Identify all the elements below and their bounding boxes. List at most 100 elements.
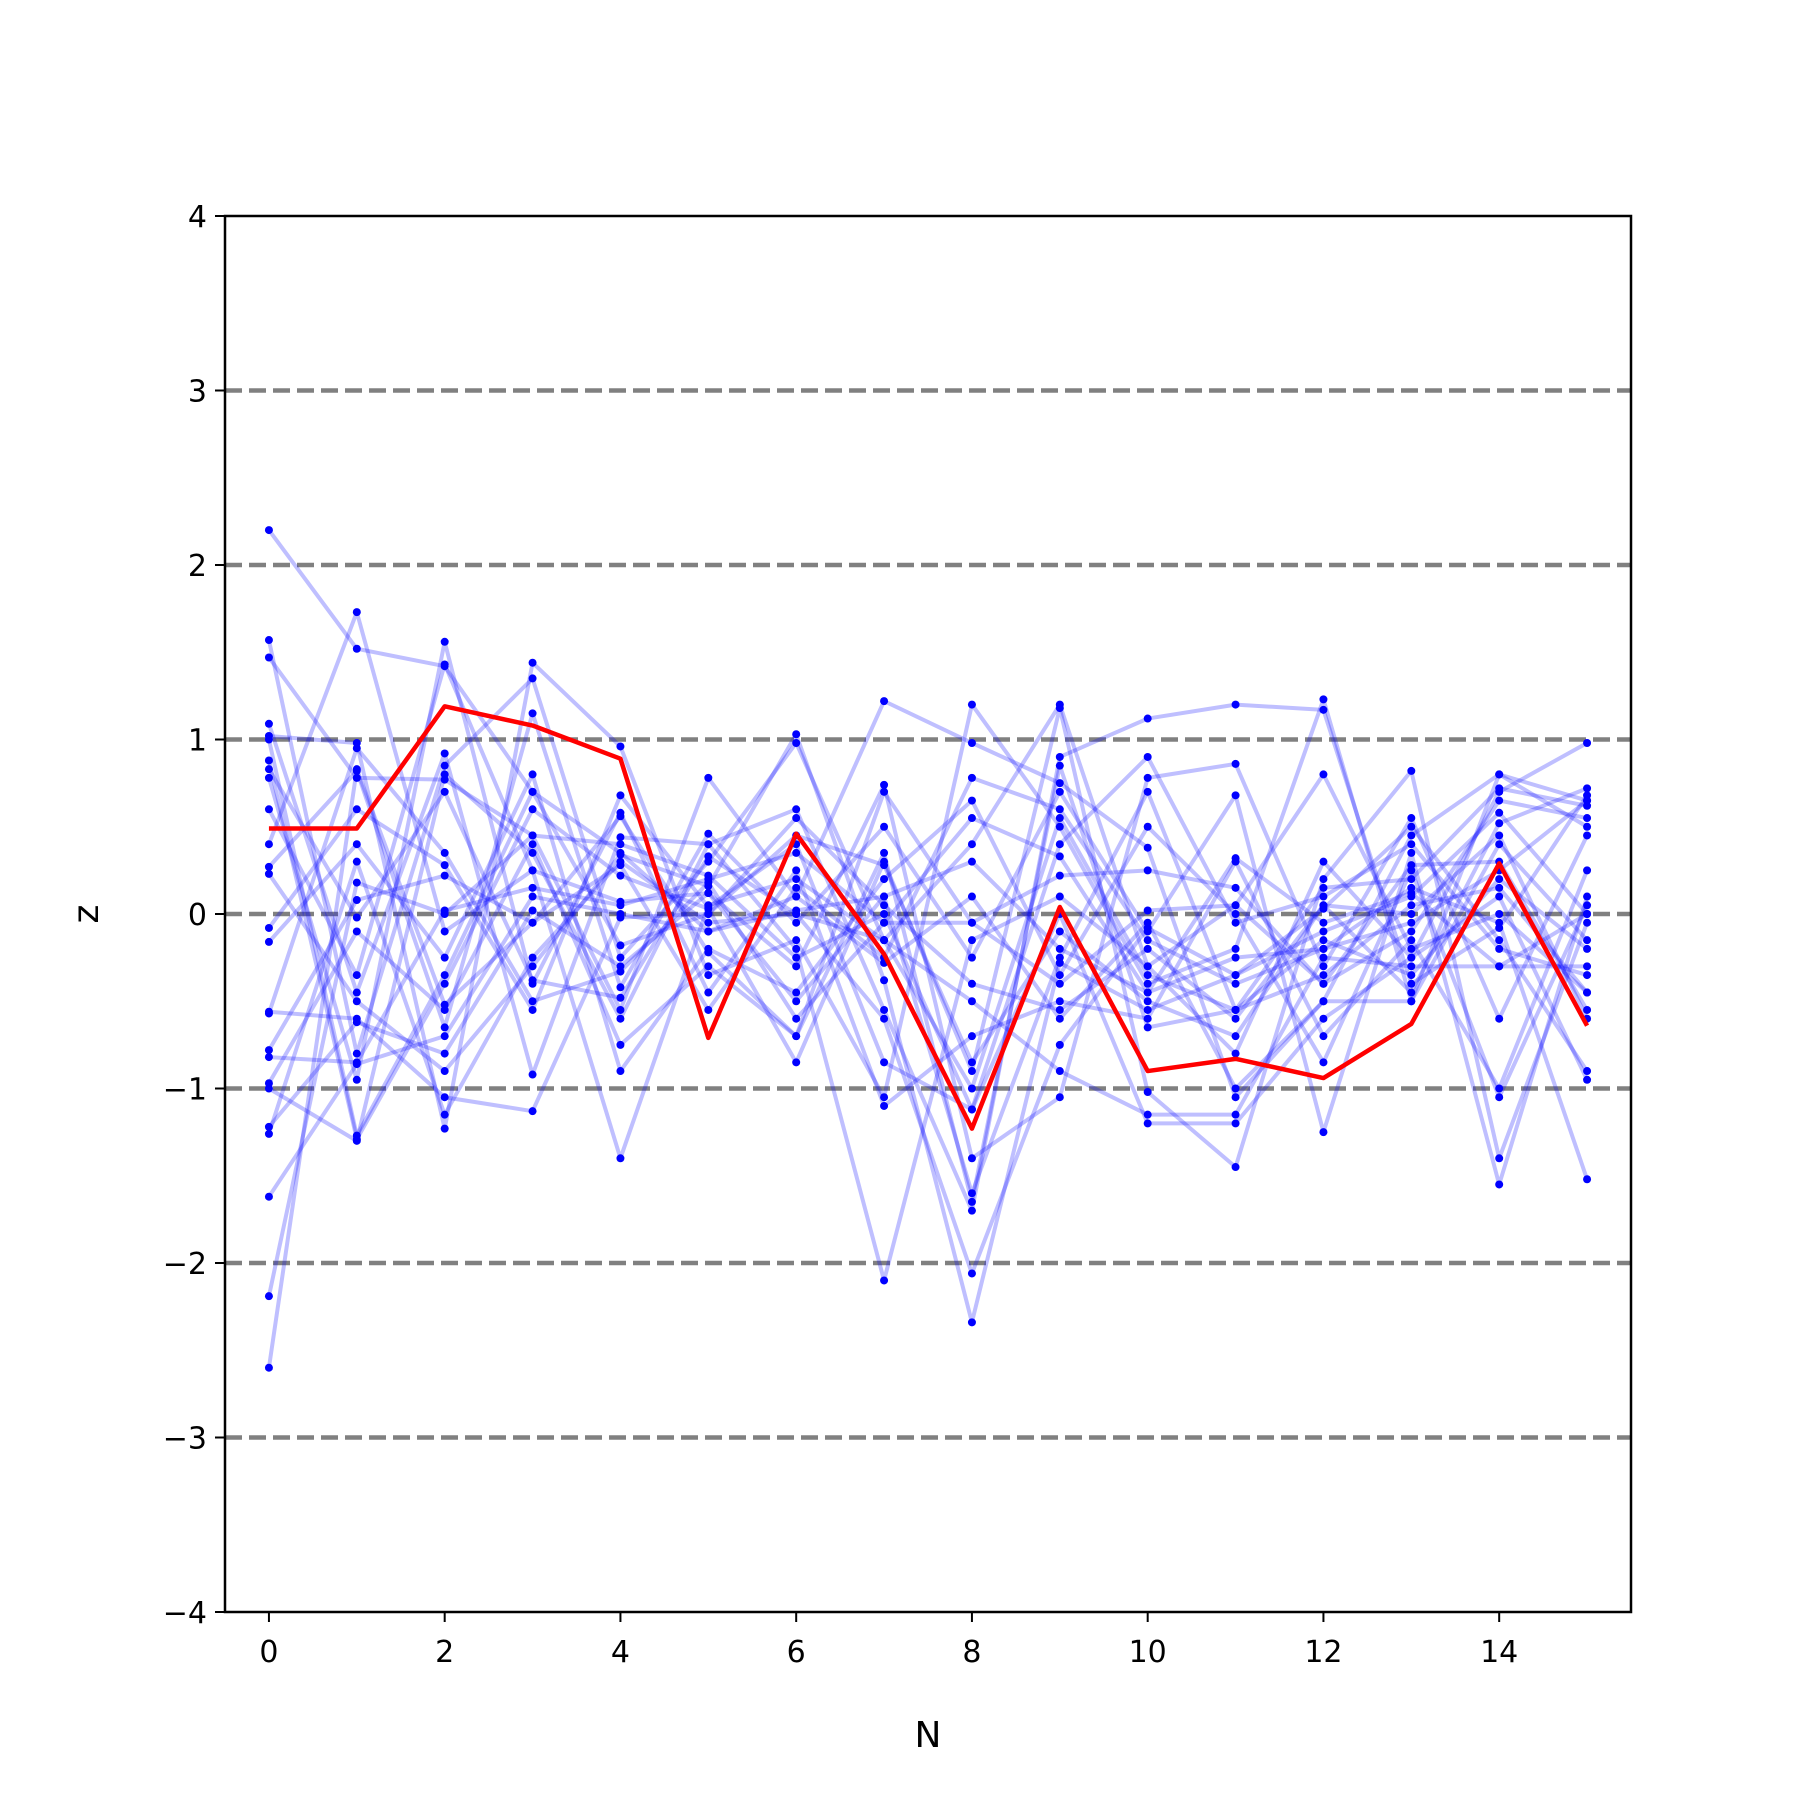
sample-point [440,1067,449,1076]
sample-point [880,976,889,985]
sample-point [1407,979,1416,988]
sample-point [264,1053,273,1062]
sample-point [1231,971,1240,980]
sample-series-25 [264,660,1592,1163]
sample-point [1055,1067,1064,1076]
sample-point [352,896,361,905]
sample-point [1319,1128,1328,1137]
sample-point [1495,875,1504,884]
sample-series-3 [264,700,1592,1215]
sample-series-4 [264,658,1592,1133]
sample-point [792,814,801,823]
sample-point [1495,1014,1504,1023]
sample-point [967,1269,976,1278]
sample-point [967,892,976,901]
sample-point [1407,822,1416,831]
sample-point [792,805,801,814]
sample-point [1055,704,1064,713]
sample-point [352,1060,361,1069]
sample-point [616,953,625,962]
sample-series-line [267,763,1589,1204]
sample-series-21 [264,765,1592,1372]
sample-series-line [267,768,1589,1276]
sample-point [352,857,361,866]
sample-point [880,787,889,796]
sample-point [440,979,449,988]
sample-point [352,744,361,753]
y-tick-label: 3 [188,375,207,410]
sample-point [1319,953,1328,962]
sample-point [704,773,713,782]
sample-point [1143,752,1152,761]
sample-point [352,927,361,936]
sample-point [440,660,449,669]
sample-point [967,840,976,849]
y-tick-label: −1 [163,1073,207,1108]
sample-point [1495,787,1504,796]
y-tick-label: 0 [188,898,207,933]
sample-point [1231,883,1240,892]
sample-point [1143,962,1152,971]
sample-point [1231,1049,1240,1058]
sample-point [792,875,801,884]
sample-point [1319,1058,1328,1067]
sample-series-line [267,772,1589,1100]
sample-point [1143,988,1152,997]
sample-point [792,918,801,927]
sample-series-18 [264,857,1592,1138]
sample-point [1495,819,1504,828]
sample-point [528,831,537,840]
sample-point [792,953,801,962]
sample-point [1055,871,1064,880]
sample-point [880,697,889,706]
sample-point [440,637,449,646]
sample-point [704,948,713,957]
sample-point [264,937,273,946]
x-tick-label: 0 [259,1635,278,1670]
sample-point [264,805,273,814]
sample-point [616,742,625,751]
sample-point [967,773,976,782]
reference-lines [225,388,1631,1440]
sample-point [1055,1005,1064,1014]
sample-point [880,1101,889,1110]
sample-point [440,1023,449,1032]
sample-point [1319,918,1328,927]
sample-point [528,883,537,892]
sample-point [528,892,537,901]
sample-point [528,953,537,962]
sample-point [1055,761,1064,770]
sample-point [528,866,537,875]
sample-point [1407,927,1416,936]
sample-point [704,918,713,927]
sample-series-line [267,711,1589,1187]
sample-point [1055,805,1064,814]
sample-series-line [266,741,1589,1297]
sample-series-line [267,746,1589,1021]
sample-point [1407,997,1416,1006]
sample-point [616,871,625,880]
sample-point [616,941,625,950]
sample-point [1319,997,1328,1006]
sample-point [616,850,625,859]
x-axis-label: N [915,1715,942,1756]
sample-point [440,1000,449,1009]
sample-point [1495,1084,1504,1093]
sample-point [264,653,273,662]
sample-point [1495,892,1504,901]
sample-point [1143,997,1152,1006]
sample-point [1407,971,1416,980]
sample-point [1583,1067,1592,1076]
sample-point [528,997,537,1006]
sample-point [1583,944,1592,953]
sample-point [704,962,713,971]
sample-point [616,833,625,842]
sample-point [880,780,889,789]
sample-point [1407,766,1416,775]
sample-series-line [267,772,1589,1283]
sample-point [1231,1119,1240,1128]
sample-point [1583,866,1592,875]
sample-point [1495,1154,1504,1163]
sample-point [1143,923,1152,932]
sample-point [792,848,801,857]
